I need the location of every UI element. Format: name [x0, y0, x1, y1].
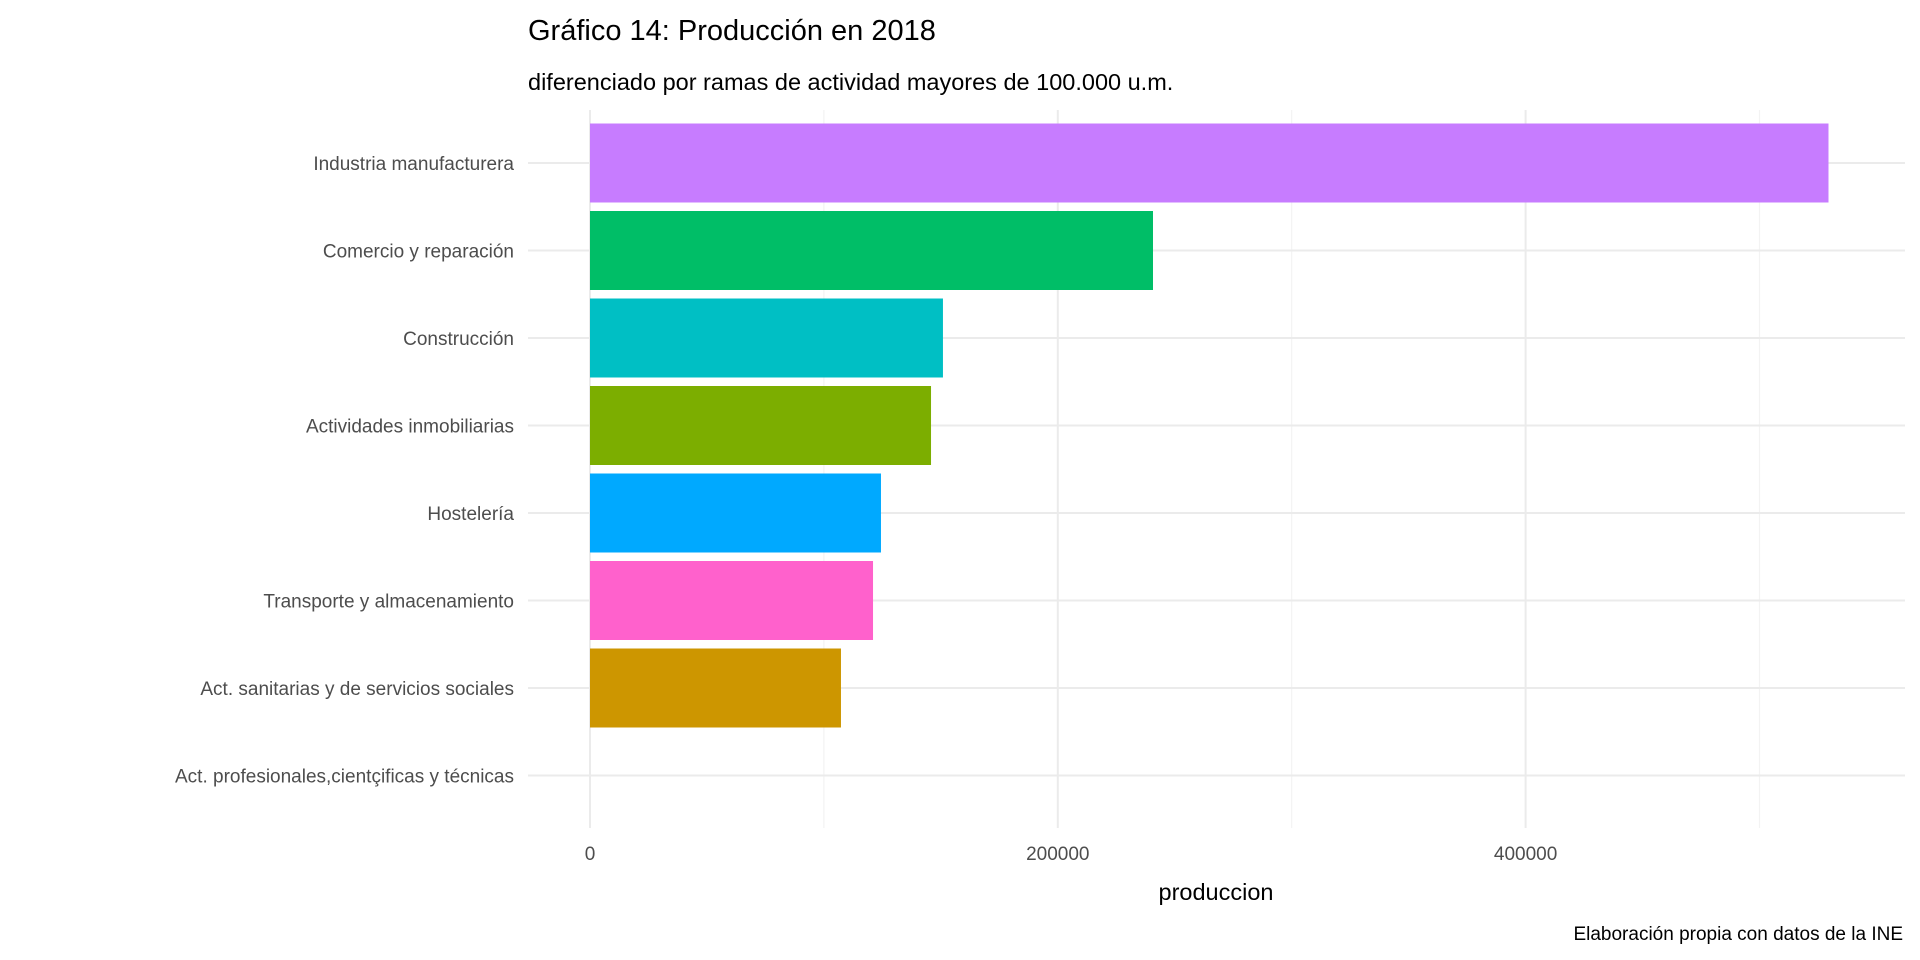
x-axis-title: produccion	[1159, 879, 1274, 905]
y-tick-label: Hostelería	[427, 504, 514, 525]
x-tick-label: 0	[585, 844, 596, 865]
y-tick-label: Comercio y reparación	[323, 242, 514, 263]
bar-7	[590, 648, 841, 728]
chart-title: Gráfico 14: Producción en 2018	[528, 15, 936, 47]
x-tick-label: 200000	[1026, 844, 1089, 865]
y-axis-tick-labels: Industria manufacturera Comercio y repara…	[175, 154, 514, 788]
x-axis-tick-labels: 0 200000 400000	[585, 844, 1558, 865]
y-tick-label: Actividades inmobiliarias	[306, 417, 514, 438]
bar-2	[590, 211, 1153, 290]
bar-4	[590, 386, 932, 465]
chart-caption: Elaboración propia con datos de la INE	[1573, 924, 1903, 945]
y-tick-label: Act. profesionales,cientçificas y técnic…	[175, 767, 514, 788]
bars	[590, 123, 1829, 728]
bar-3	[590, 298, 943, 378]
bar-5	[590, 473, 881, 553]
x-tick-label: 400000	[1494, 844, 1557, 865]
y-tick-label: Act. sanitarias y de servicios sociales	[200, 679, 514, 700]
bar-1	[590, 123, 1829, 203]
y-tick-label: Construcción	[403, 329, 514, 350]
chart-subtitle: diferenciado por ramas de actividad mayo…	[528, 69, 1173, 95]
y-tick-label: Industria manufacturera	[313, 154, 514, 175]
bar-6	[590, 561, 874, 640]
y-tick-label: Transporte y almacenamiento	[263, 592, 514, 613]
